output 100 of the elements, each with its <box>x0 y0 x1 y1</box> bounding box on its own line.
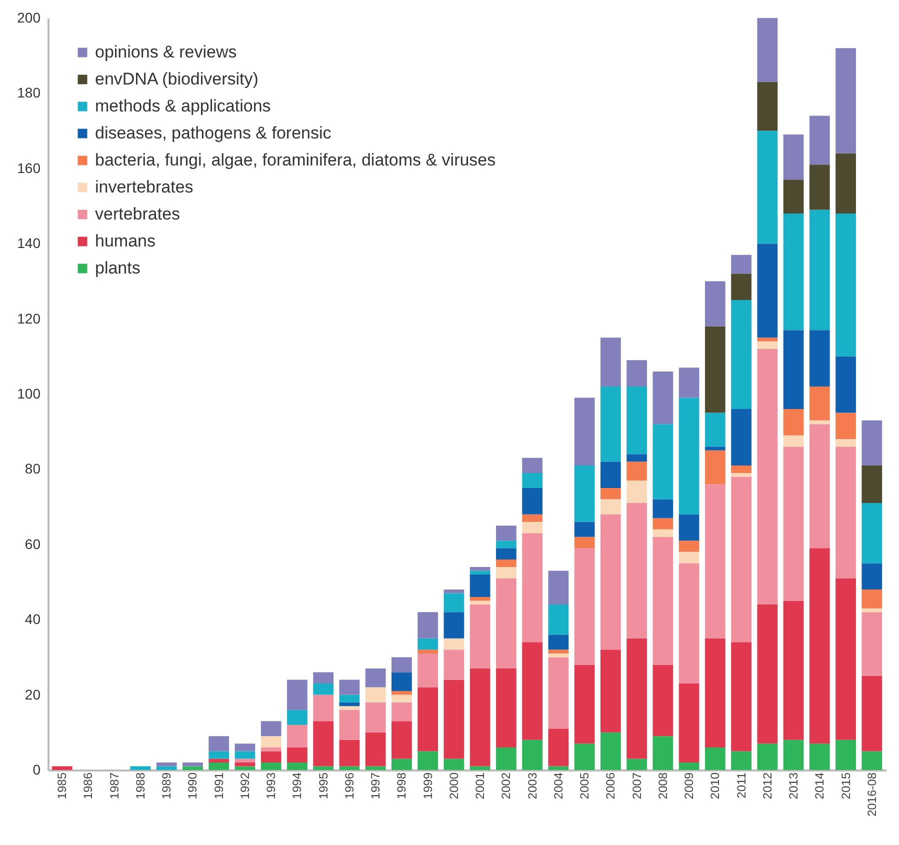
x-tick-label: 2004 <box>551 772 566 800</box>
bar <box>365 766 386 770</box>
bar <box>600 732 621 770</box>
bar <box>678 563 700 684</box>
bar <box>496 559 516 567</box>
legend-label: methods & applications <box>95 96 271 116</box>
bar <box>548 653 569 658</box>
x-tick-label: 1985 <box>55 772 70 800</box>
bar <box>836 214 856 356</box>
bar <box>862 676 882 752</box>
bar <box>862 590 882 608</box>
bar <box>757 338 778 342</box>
bar <box>600 514 621 650</box>
x-tick-label: 2012 <box>760 772 774 800</box>
bar <box>339 766 360 770</box>
bar <box>704 326 726 413</box>
x-tick-label: 2011 <box>734 772 748 798</box>
x-tick-label: 1999 <box>420 772 435 800</box>
bar <box>809 330 830 386</box>
bar <box>809 424 830 548</box>
bar <box>418 653 438 688</box>
bar <box>365 687 386 702</box>
x-tick-label: 2001 <box>473 772 488 800</box>
bar <box>260 721 282 736</box>
bar <box>836 578 856 740</box>
x-tick-label: 2009 <box>682 772 696 800</box>
x-tick-label: 2013 <box>786 772 801 800</box>
bar <box>234 766 256 770</box>
bar <box>444 758 464 770</box>
bar <box>783 435 804 447</box>
bar <box>470 766 490 770</box>
bar <box>809 116 830 165</box>
bar <box>862 608 882 612</box>
bar <box>313 672 334 684</box>
bar <box>600 650 621 732</box>
bar <box>862 465 882 504</box>
bar <box>208 758 230 762</box>
x-tick-label: 2010 <box>708 772 722 800</box>
bar <box>130 766 151 770</box>
y-tick-label: 60 <box>24 536 41 552</box>
bar <box>52 766 72 770</box>
bar <box>522 740 542 770</box>
bar <box>496 668 516 748</box>
bar <box>496 540 516 548</box>
bar <box>418 612 438 638</box>
bar <box>522 458 542 473</box>
bar <box>418 687 438 752</box>
bar <box>313 694 334 722</box>
bar <box>652 518 674 530</box>
x-tick-label: 2006 <box>604 772 618 800</box>
bar <box>392 702 412 722</box>
bar <box>339 740 360 766</box>
bar <box>548 650 569 654</box>
bar <box>574 536 595 548</box>
bar <box>731 274 752 300</box>
bar <box>392 672 412 692</box>
bar <box>678 514 700 541</box>
bar <box>783 330 804 410</box>
bar <box>652 664 674 736</box>
bar <box>626 503 647 638</box>
bar <box>496 747 516 770</box>
bar <box>418 751 438 770</box>
bar <box>757 18 778 82</box>
bar <box>470 570 490 574</box>
bar <box>522 488 542 514</box>
bar <box>757 348 778 605</box>
bar <box>678 368 700 398</box>
bar <box>626 638 647 759</box>
x-tick-label: 1986 <box>81 772 96 800</box>
bar <box>392 691 412 695</box>
bar <box>783 600 804 740</box>
bar <box>757 130 778 244</box>
bar <box>600 338 621 386</box>
bar <box>704 446 726 450</box>
bar <box>496 526 516 541</box>
bar <box>418 650 438 654</box>
bar <box>260 736 282 748</box>
bar <box>626 480 647 504</box>
bar <box>678 684 700 762</box>
y-tick-label: 180 <box>17 84 41 101</box>
bar <box>548 657 569 729</box>
bar <box>836 153 856 214</box>
bar <box>783 446 804 601</box>
bar <box>574 664 595 744</box>
bar <box>182 766 203 770</box>
bar <box>809 744 830 770</box>
x-tick-label: 2014 <box>812 772 827 800</box>
bar <box>652 499 674 518</box>
bar <box>234 758 256 762</box>
bar <box>862 420 882 466</box>
bar <box>757 604 778 744</box>
bar <box>392 758 412 770</box>
bar <box>783 180 804 214</box>
bar <box>836 446 856 578</box>
x-tick-label: 2003 <box>525 772 540 800</box>
bar <box>234 744 256 752</box>
bar <box>783 740 804 770</box>
bar <box>731 465 752 473</box>
legend-label: humans <box>95 232 156 250</box>
y-tick-label: 140 <box>17 235 41 252</box>
